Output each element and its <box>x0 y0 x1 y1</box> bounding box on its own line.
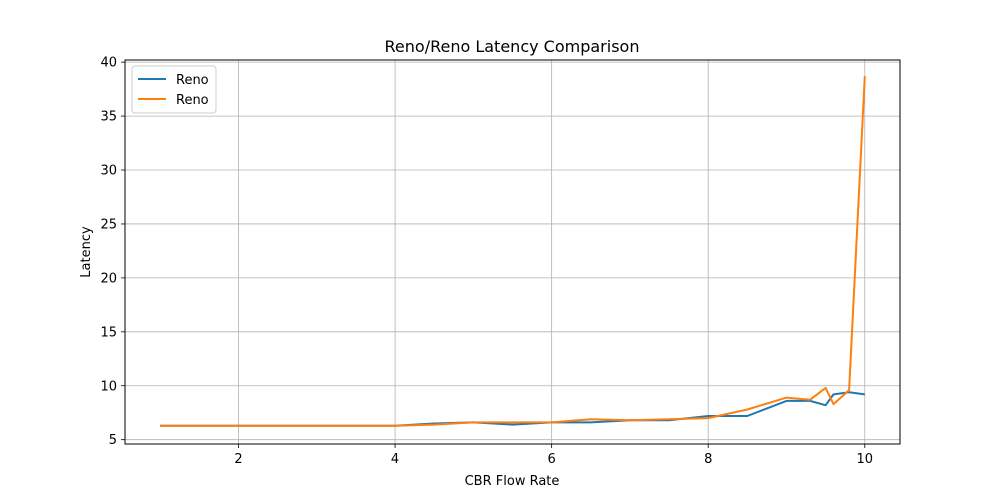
y-tick-label: 35 <box>100 110 117 125</box>
y-axis-label: Latency <box>79 226 94 278</box>
y-tick-label: 15 <box>100 325 117 340</box>
chart-title: Reno/Reno Latency Comparison <box>385 37 640 56</box>
legend: Reno Reno <box>131 65 217 114</box>
plot-frame <box>124 59 901 445</box>
gridlines <box>125 60 900 444</box>
x-tick-label: 10 <box>856 452 873 467</box>
x-axis-label: CBR Flow Rate <box>465 474 560 489</box>
x-tick-label: 4 <box>391 452 399 467</box>
y-tick-label: 30 <box>100 164 117 179</box>
y-tick-label: 40 <box>100 56 117 71</box>
y-tick-label: 25 <box>100 217 117 232</box>
y-axis-ticks: 5 10 15 20 25 30 35 40 <box>100 56 125 448</box>
legend-label-series-1: Reno <box>176 73 209 88</box>
x-axis-ticks: 2 4 6 8 10 <box>234 444 873 467</box>
y-tick-label: 5 <box>109 433 117 448</box>
y-tick-label: 20 <box>100 271 117 286</box>
x-tick-label: 6 <box>548 452 556 467</box>
legend-box <box>131 65 217 114</box>
y-tick-label: 10 <box>100 379 117 394</box>
x-tick-label: 2 <box>234 452 242 467</box>
x-tick-label: 8 <box>704 452 712 467</box>
series-layer <box>160 76 866 427</box>
series-line-2 <box>160 76 866 427</box>
legend-label-series-2: Reno <box>176 93 209 108</box>
